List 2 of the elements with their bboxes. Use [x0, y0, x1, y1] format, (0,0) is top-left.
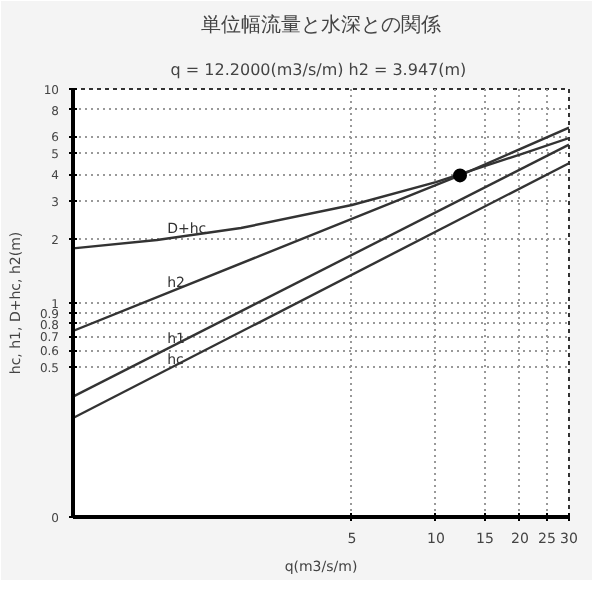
chart-title: 単位幅流量と水深との関係	[201, 13, 441, 37]
chart-subtitle: q = 12.2000(m3/s/m) h2 = 3.947(m)	[170, 61, 467, 79]
